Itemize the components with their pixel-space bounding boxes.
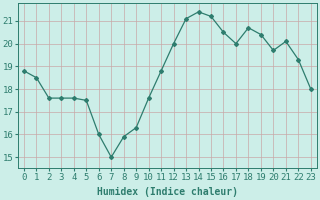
X-axis label: Humidex (Indice chaleur): Humidex (Indice chaleur) [97,187,238,197]
